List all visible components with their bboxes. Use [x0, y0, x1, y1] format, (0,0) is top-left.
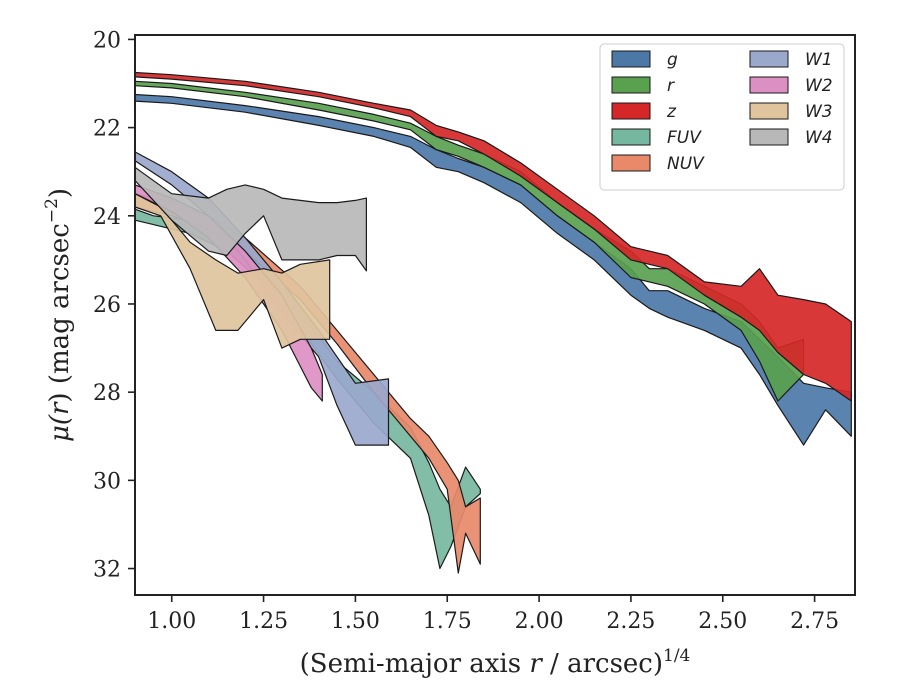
legend-label-W2: W2 — [805, 76, 833, 96]
legend-label-g: g — [667, 50, 678, 70]
y-axis-ticks: 20 22 24 26 28 30 32 — [93, 28, 135, 583]
y-tick-label: 32 — [93, 558, 121, 583]
band-g — [134, 93, 852, 446]
profile-bands — [134, 71, 852, 574]
y-tick-label: 24 — [93, 205, 121, 230]
x-tick-label: 2.75 — [790, 609, 839, 634]
legend: grz FUV NUV W1 W2 W3 W4 — [599, 43, 845, 191]
legend-swatch-W1 — [749, 50, 789, 68]
legend-label-W4: W4 — [805, 128, 833, 148]
legend-swatch-FUV — [611, 128, 651, 146]
legend-label-W3: W3 — [805, 102, 833, 122]
x-axis-ticks: 1.00 1.25 1.50 1.75 2.00 2.25 2.50 2.75 — [147, 595, 839, 634]
y-axis-label: μ(r) (mag arcsec−2) — [42, 188, 75, 442]
x-axis-label: (Semi-major axis r / arcsec)1/4 — [300, 646, 691, 679]
plot-frame — [134, 34, 856, 596]
band-z — [134, 71, 852, 402]
x-tick-label: 2.50 — [698, 609, 747, 634]
band-W4 — [134, 166, 367, 272]
legend-label-r: r — [667, 76, 675, 96]
legend-swatch-z — [611, 102, 651, 120]
legend-swatch-g — [611, 50, 651, 68]
legend-swatch-W3 — [749, 102, 789, 120]
x-tick-label: 1.75 — [423, 609, 472, 634]
y-tick-label: 22 — [93, 117, 121, 142]
y-tick-label: 30 — [93, 469, 121, 494]
legend-label-NUV: NUV — [667, 154, 705, 174]
y-tick-label: 26 — [93, 293, 121, 318]
legend-swatch-W2 — [749, 76, 789, 94]
y-tick-label: 28 — [93, 381, 121, 406]
x-tick-label: 1.50 — [331, 609, 380, 634]
x-tick-label: 2.25 — [606, 609, 655, 634]
legend-label-z: z — [666, 102, 677, 122]
x-tick-label: 2.00 — [515, 609, 564, 634]
legend-label-W1: W1 — [805, 50, 833, 70]
legend-swatch-NUV — [611, 154, 651, 172]
legend-swatch-W4 — [749, 128, 789, 146]
legend-label-FUV: FUV — [667, 128, 702, 148]
legend-swatch-r — [611, 76, 651, 94]
x-tick-label: 1.00 — [147, 609, 196, 634]
band-W3 — [134, 193, 331, 349]
y-tick-label: 20 — [93, 28, 121, 53]
x-tick-label: 1.25 — [239, 609, 288, 634]
